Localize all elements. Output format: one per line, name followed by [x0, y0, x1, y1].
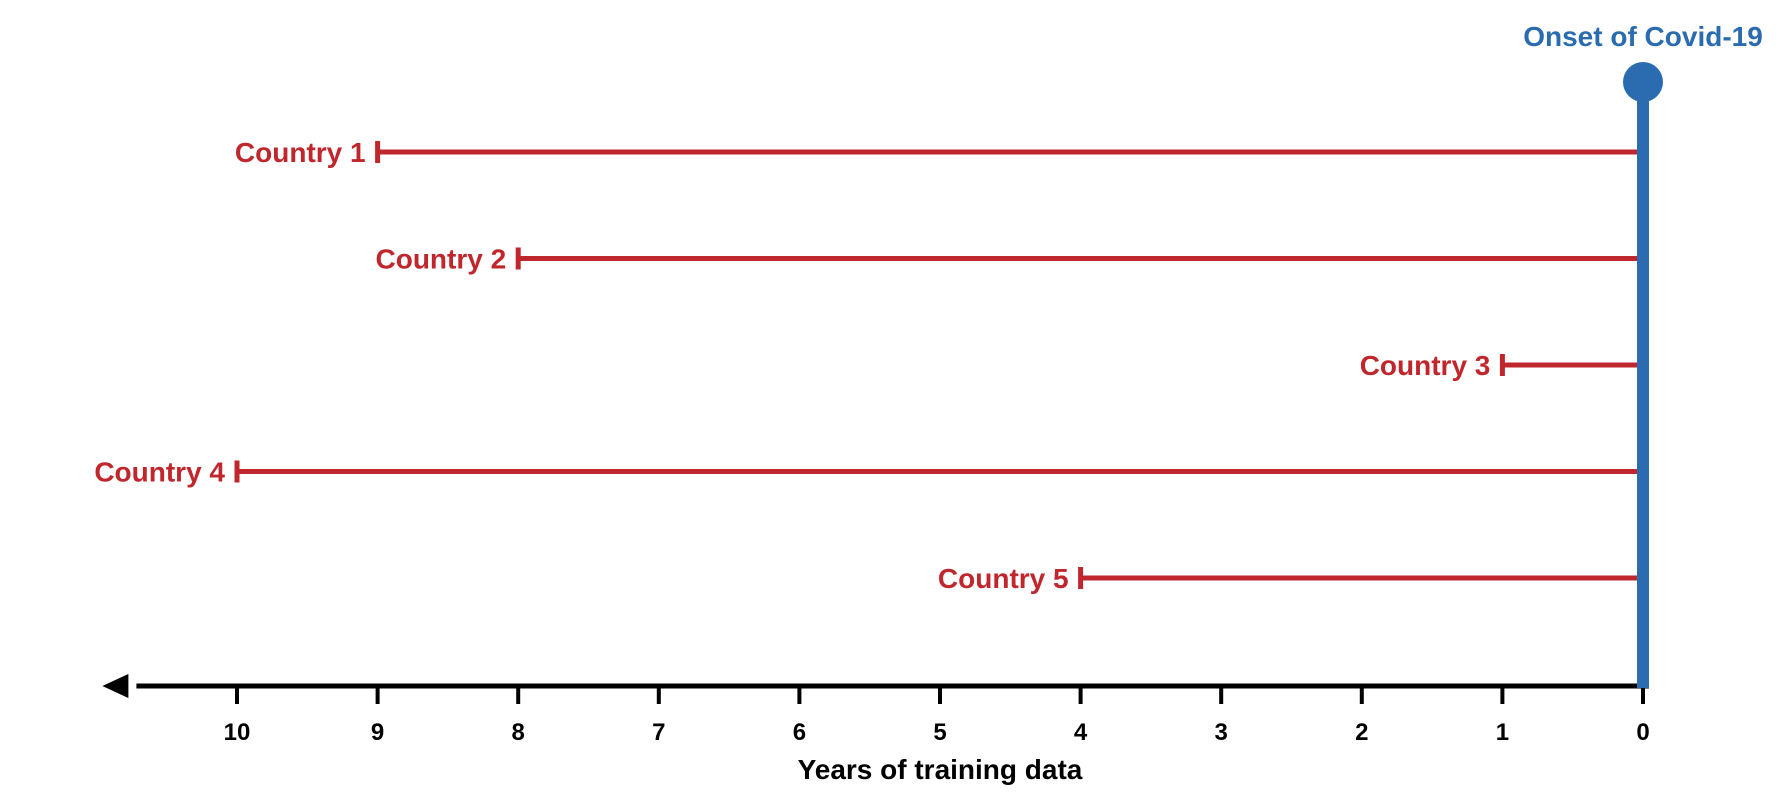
bar-group: Country 3 — [1360, 350, 1643, 381]
bar-label: Country 3 — [1360, 350, 1491, 381]
x-tick-label: 10 — [224, 719, 251, 746]
bar-label: Country 1 — [235, 137, 366, 168]
bar-group: Country 5 — [938, 563, 1643, 594]
reference-label: Onset of Covid-19 — [1523, 21, 1763, 52]
x-tick-label: 4 — [1074, 719, 1088, 746]
x-tick-label: 6 — [793, 719, 806, 746]
bar-label: Country 4 — [94, 457, 225, 488]
bar-label: Country 5 — [938, 563, 1069, 594]
x-tick-label: 0 — [1636, 719, 1649, 746]
x-tick-label: 9 — [371, 719, 384, 746]
x-tick-label: 3 — [1215, 719, 1228, 746]
x-tick-label: 8 — [512, 719, 525, 746]
x-tick-label: 5 — [933, 719, 946, 746]
x-tick-label: 7 — [652, 719, 665, 746]
axis-arrow — [102, 674, 129, 698]
reference-marker-dot — [1623, 62, 1663, 102]
covid-onset-marker: Onset of Covid-19 — [1523, 21, 1763, 688]
x-axis-title: Years of training data — [798, 754, 1083, 785]
bar-label: Country 2 — [376, 244, 507, 275]
x-tick-label: 1 — [1496, 719, 1509, 746]
bar-group: Country 1 — [235, 137, 1643, 168]
x-tick-label: 2 — [1355, 719, 1368, 746]
bar-group: Country 2 — [376, 244, 1643, 275]
bar-group: Country 4 — [94, 457, 1643, 488]
bars-layer: Country 1 Country 2 Country 3 Country 4 Coun… — [94, 137, 1643, 594]
